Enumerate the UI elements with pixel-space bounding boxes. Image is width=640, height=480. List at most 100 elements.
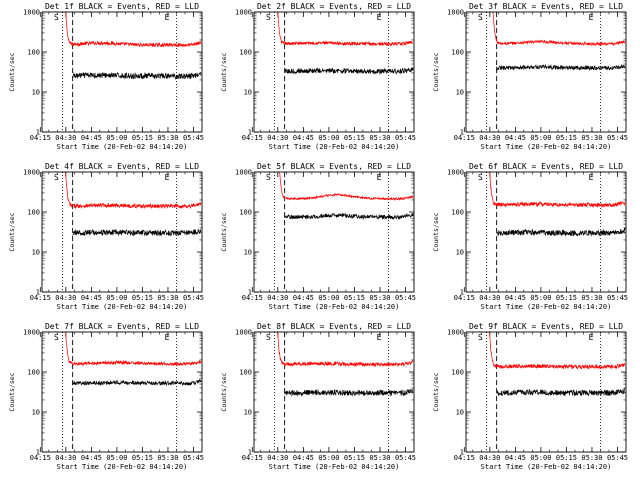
x-tick-label: 04:15 bbox=[30, 454, 51, 462]
x-tick-label: 05:15 bbox=[132, 454, 153, 462]
x-tick-label: 04:15 bbox=[454, 294, 475, 302]
end-marker-label: E bbox=[165, 333, 170, 342]
start-marker-label: S bbox=[54, 333, 59, 342]
x-tick-label: 04:30 bbox=[55, 134, 76, 142]
y-tick-label: 1000 bbox=[23, 329, 40, 337]
start-marker-label: S bbox=[266, 333, 271, 342]
plot-frame bbox=[253, 11, 415, 133]
y-tick-label: 1000 bbox=[235, 9, 252, 17]
plot-frame bbox=[41, 171, 203, 293]
start-marker-label: S bbox=[478, 333, 483, 342]
y-axis-label: Counts/sec bbox=[8, 212, 16, 251]
y-tick-label: 1000 bbox=[235, 329, 252, 337]
panel-title: Det 6f BLACK = Events, RED = LLD bbox=[469, 162, 623, 171]
x-tick-label: 04:30 bbox=[267, 134, 288, 142]
y-tick-label: 1 bbox=[460, 289, 464, 297]
start-marker-label: S bbox=[54, 13, 59, 22]
x-tick-label: 04:15 bbox=[454, 134, 475, 142]
panel-det-6: Det 6f BLACK = Events, RED = LLD Counts/s… bbox=[432, 162, 628, 311]
y-tick-label: 10 bbox=[456, 89, 464, 97]
series-line-lld bbox=[276, 11, 414, 47]
y-tick-label: 100 bbox=[239, 369, 252, 377]
series-line-lld bbox=[277, 171, 414, 202]
y-tick-label: 100 bbox=[239, 209, 252, 217]
plot-frame bbox=[465, 331, 627, 453]
x-tick-label: 05:45 bbox=[183, 134, 204, 142]
x-tick-label: 05:15 bbox=[556, 294, 577, 302]
x-tick-label: 04:30 bbox=[267, 294, 288, 302]
x-tick-label: 05:30 bbox=[157, 454, 178, 462]
series-line-lld bbox=[491, 11, 626, 47]
x-tick-label: 04:45 bbox=[81, 294, 102, 302]
x-tick-label: 04:45 bbox=[293, 134, 314, 142]
x-tick-label: 04:30 bbox=[479, 294, 500, 302]
x-tick-label: 05:45 bbox=[607, 134, 628, 142]
x-tick-label: 05:00 bbox=[318, 454, 339, 462]
x-tick-label: 04:45 bbox=[505, 454, 526, 462]
end-marker-label: E bbox=[589, 333, 594, 342]
series-line-lld bbox=[488, 171, 626, 208]
plot-frame bbox=[465, 11, 627, 133]
start-marker-label: S bbox=[478, 173, 483, 182]
x-tick-label: 04:30 bbox=[479, 134, 500, 142]
panel-det-9: Det 9f BLACK = Events, RED = LLD Counts/s… bbox=[432, 322, 628, 471]
y-tick-label: 1 bbox=[248, 449, 252, 457]
x-axis-label: Start Time (20-Feb-02 04:14:20) bbox=[481, 303, 612, 311]
series-line-events bbox=[72, 71, 202, 80]
panel-title: Det 8f BLACK = Events, RED = LLD bbox=[257, 322, 411, 331]
plot-frame bbox=[253, 171, 415, 293]
x-tick-label: 04:15 bbox=[454, 454, 475, 462]
end-marker-label: E bbox=[165, 13, 170, 22]
y-tick-label: 10 bbox=[244, 249, 252, 257]
series-line-lld bbox=[276, 331, 414, 368]
y-tick-label: 1 bbox=[460, 449, 464, 457]
y-axis-label: Counts/sec bbox=[220, 212, 228, 251]
x-tick-label: 05:00 bbox=[530, 454, 551, 462]
panel-title: Det 7f BLACK = Events, RED = LLD bbox=[45, 322, 199, 331]
x-tick-label: 05:15 bbox=[132, 294, 153, 302]
x-tick-label: 04:30 bbox=[479, 454, 500, 462]
panel-det-5: Det 5f BLACK = Events, RED = LLD Counts/s… bbox=[220, 162, 416, 311]
panel-title: Det 2f BLACK = Events, RED = LLD bbox=[257, 2, 411, 11]
panel-title: Det 5f BLACK = Events, RED = LLD bbox=[257, 162, 411, 171]
x-tick-label: 05:30 bbox=[157, 134, 178, 142]
end-marker-label: E bbox=[377, 173, 382, 182]
x-tick-label: 05:00 bbox=[318, 134, 339, 142]
y-axis-label: Counts/sec bbox=[432, 52, 440, 91]
series-line-events bbox=[284, 67, 414, 75]
series-line-events bbox=[72, 379, 202, 387]
y-tick-label: 1 bbox=[36, 129, 40, 137]
y-tick-label: 100 bbox=[27, 369, 40, 377]
start-marker-label: S bbox=[266, 173, 271, 182]
y-tick-label: 100 bbox=[451, 49, 464, 57]
plot-frame bbox=[41, 331, 203, 453]
y-tick-label: 100 bbox=[451, 209, 464, 217]
series-line-events bbox=[496, 63, 626, 72]
y-tick-label: 100 bbox=[27, 209, 40, 217]
y-tick-label: 1000 bbox=[447, 169, 464, 177]
start-marker-label: S bbox=[266, 13, 271, 22]
x-tick-label: 05:00 bbox=[106, 134, 127, 142]
y-tick-label: 1 bbox=[36, 289, 40, 297]
x-axis-label: Start Time (20-Feb-02 04:14:20) bbox=[269, 303, 400, 311]
x-tick-label: 04:15 bbox=[30, 134, 51, 142]
y-tick-label: 10 bbox=[456, 409, 464, 417]
x-axis-label: Start Time (20-Feb-02 04:14:20) bbox=[481, 143, 612, 151]
series-line-events bbox=[284, 212, 414, 221]
x-axis-label: Start Time (20-Feb-02 04:14:20) bbox=[269, 463, 400, 471]
y-tick-label: 1 bbox=[36, 449, 40, 457]
x-tick-label: 05:45 bbox=[183, 454, 204, 462]
end-marker-label: E bbox=[165, 173, 170, 182]
x-tick-label: 05:45 bbox=[395, 134, 416, 142]
y-tick-label: 100 bbox=[451, 369, 464, 377]
x-tick-label: 05:30 bbox=[581, 134, 602, 142]
x-tick-label: 04:30 bbox=[55, 454, 76, 462]
panel-title: Det 1f BLACK = Events, RED = LLD bbox=[45, 2, 199, 11]
panel-det-4: Det 4f BLACK = Events, RED = LLD Counts/s… bbox=[8, 162, 204, 311]
panel-det-7: Det 7f BLACK = Events, RED = LLD Counts/s… bbox=[8, 322, 204, 471]
x-tick-label: 04:45 bbox=[505, 134, 526, 142]
x-tick-label: 05:15 bbox=[344, 454, 365, 462]
panel-title: Det 4f BLACK = Events, RED = LLD bbox=[45, 162, 199, 171]
x-tick-label: 05:00 bbox=[530, 294, 551, 302]
y-tick-label: 1 bbox=[248, 289, 252, 297]
